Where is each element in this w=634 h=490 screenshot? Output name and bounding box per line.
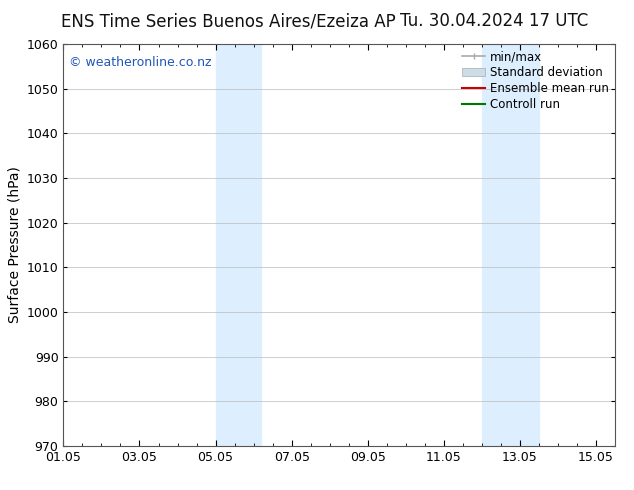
Bar [216,44,261,446]
Legend: min/max, Standard deviation, Ensemble mean run, Controll run: min/max, Standard deviation, Ensemble me… [460,48,611,113]
Text: © weatheronline.co.nz: © weatheronline.co.nz [69,56,211,69]
Text: ENS Time Series Buenos Aires/Ezeiza AP: ENS Time Series Buenos Aires/Ezeiza AP [61,12,396,30]
Text: Tu. 30.04.2024 17 UTC: Tu. 30.04.2024 17 UTC [401,12,588,30]
Y-axis label: Surface Pressure (hPa): Surface Pressure (hPa) [7,167,21,323]
Bar [482,44,539,446]
